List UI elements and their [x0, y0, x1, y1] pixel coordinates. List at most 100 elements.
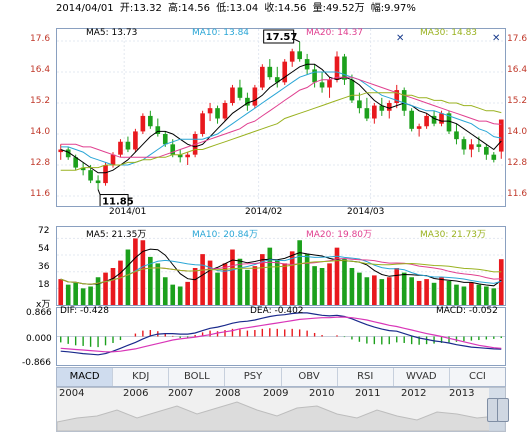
volume-bar	[230, 249, 235, 305]
candle-body	[222, 103, 228, 119]
volume-bar	[364, 277, 370, 305]
candle-body	[252, 87, 258, 106]
candle-body	[177, 154, 183, 158]
candle-body	[386, 103, 392, 111]
price-tick-right: 17.6	[507, 34, 528, 44]
tab-cci[interactable]: CCI	[468, 371, 486, 382]
volume-bar	[118, 260, 123, 305]
ma10-label: MA10: 13.84	[192, 28, 250, 38]
candle-body	[133, 131, 138, 150]
candle-body	[327, 79, 332, 88]
year-2009: 2009	[263, 388, 289, 399]
price-tick-left: 15.2	[30, 96, 51, 106]
date-tick-1: 2014/01	[109, 207, 147, 217]
volume-bar	[170, 284, 176, 305]
candle-body	[230, 87, 235, 103]
range-handle-right[interactable]	[497, 398, 509, 422]
volume-chart	[57, 237, 505, 305]
tab-rsi[interactable]: RSI	[338, 368, 394, 386]
volume-bar	[357, 272, 362, 305]
tab-macd[interactable]: MACD	[57, 368, 114, 386]
candle-body	[446, 113, 452, 132]
candle-body	[289, 51, 295, 62]
tab-wvad[interactable]: WVAD	[394, 368, 450, 386]
candle-body	[88, 170, 93, 181]
volume-bar	[237, 258, 243, 305]
volume-bar	[454, 284, 459, 305]
volume-bar	[88, 286, 93, 305]
low-marker-value: 11.85	[102, 197, 134, 206]
quote-high: 高:14.56	[168, 3, 211, 14]
candle-body	[260, 66, 265, 88]
timeline-scrubber[interactable]: 2004 2006 2007 2008 2009 2010 2011 2012 …	[56, 387, 509, 432]
volume-bar	[484, 286, 489, 305]
year-2008: 2008	[215, 388, 241, 399]
candle-body	[65, 149, 71, 158]
volume-bar	[140, 240, 146, 305]
candle-body	[334, 56, 340, 80]
candle-body	[349, 79, 355, 101]
candle-body	[379, 105, 385, 111]
candle-body	[401, 90, 407, 111]
candle-body	[118, 141, 123, 155]
volume-bar	[349, 268, 355, 305]
volume-bar	[148, 256, 153, 305]
volume-bar	[260, 254, 265, 305]
tab-boll[interactable]: BOLL	[169, 368, 226, 386]
volume-bar	[312, 266, 317, 305]
candle-body	[267, 66, 273, 78]
price-tick-left: 11.6	[30, 189, 51, 199]
quote-date: 2014/04/01	[56, 3, 114, 14]
ma20-label: MA20: 14.37	[306, 28, 364, 38]
candle-body	[416, 126, 422, 129]
candle-body	[282, 61, 288, 83]
tab-obv[interactable]: OBV	[282, 368, 338, 386]
candle-body	[342, 56, 347, 80]
candle-body	[185, 154, 190, 158]
volume-bar	[386, 277, 392, 305]
volume-panel[interactable]	[56, 226, 506, 306]
candle-body	[319, 82, 325, 88]
volume-bar	[476, 284, 482, 305]
volume-ma10-line	[60, 255, 502, 285]
volume-ma30-line	[60, 260, 502, 285]
volume-bar	[304, 254, 310, 305]
tab-psy[interactable]: PSY	[225, 368, 282, 386]
macd-panel[interactable]	[56, 307, 506, 366]
price-tick-left: 14.0	[30, 127, 51, 137]
volume-bar	[267, 247, 273, 305]
volume-bar	[65, 284, 71, 305]
dif-line	[60, 312, 502, 356]
candle-body	[95, 180, 101, 184]
volume-bar	[252, 266, 258, 305]
candle-body	[431, 115, 437, 124]
low-marker-box	[99, 194, 129, 206]
candle-body	[73, 157, 78, 168]
quote-summary: 2014/04/01 开:13.32 高:14.56 低:13.04 收:14.…	[56, 2, 419, 16]
high-marker-value: 17.57	[266, 32, 298, 43]
candle-body	[476, 144, 482, 147]
year-2011: 2011	[355, 388, 381, 399]
quote-close: 收:14.56	[264, 3, 307, 14]
volume-bar	[461, 286, 467, 305]
quote-open: 开:13.32	[119, 3, 162, 14]
price-tick-left: 12.8	[30, 158, 51, 168]
pin-icon[interactable]: ✕	[396, 33, 405, 44]
volume-bar	[125, 249, 131, 305]
volume-bar	[327, 263, 332, 305]
volume-bar	[491, 288, 497, 305]
quote-low: 低:13.04	[216, 3, 259, 14]
candle-body	[461, 139, 467, 150]
volume-bar	[73, 282, 78, 305]
volume-bar	[424, 279, 429, 305]
volume-bar	[342, 258, 347, 305]
pin-icon[interactable]: ✕	[492, 33, 501, 44]
vol-tick-36: 36	[38, 262, 50, 272]
volume-bar	[110, 268, 116, 305]
price-panel[interactable]: 17.57 11.85	[56, 28, 506, 207]
vol-tick-18: 18	[38, 280, 50, 290]
volume-bar	[289, 251, 295, 305]
tab-kdj[interactable]: KDJ	[113, 368, 170, 386]
price-tick-left: 17.6	[30, 34, 51, 44]
candle-body	[140, 115, 146, 132]
